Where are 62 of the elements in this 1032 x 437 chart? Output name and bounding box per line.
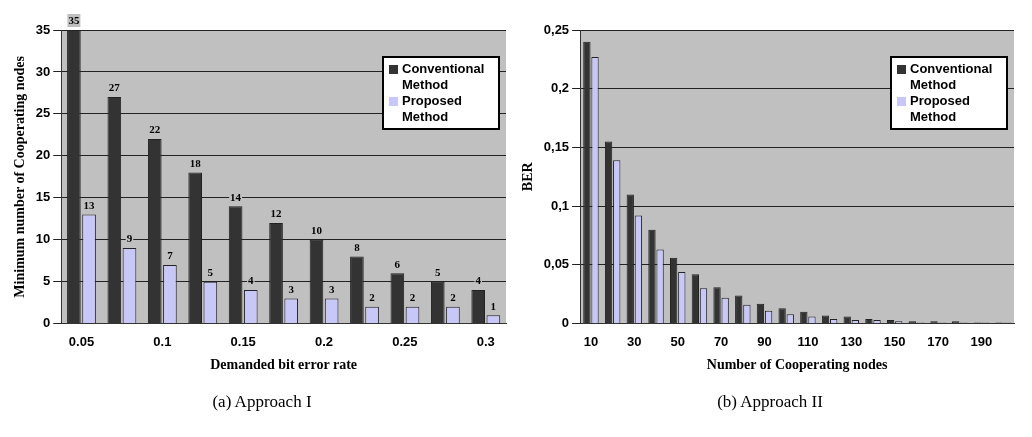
x-tick-label: 0.1: [153, 333, 172, 349]
text: (a) Approach I: [211, 392, 313, 412]
data-label: 2: [450, 291, 457, 304]
legend-label: Conventional Method: [910, 61, 994, 93]
data-label: 5: [207, 266, 214, 278]
y-tick-label: 25: [35, 105, 51, 121]
data-label: 6: [394, 257, 401, 270]
y-tick-label: 0,15: [543, 139, 570, 155]
x-axis-title: Demanded bit error rate: [210, 357, 358, 373]
x-tick-label: 0.2: [315, 333, 334, 349]
y-tick-label: 0: [43, 315, 51, 331]
x-tick-label: 70: [713, 333, 729, 349]
data-label: 18: [189, 156, 202, 169]
x-tick-label: 0.25: [392, 333, 418, 349]
y-tick-label: 20: [35, 147, 51, 163]
x-tick-label: 0.3: [476, 333, 495, 349]
x-tick-label: 190: [970, 333, 993, 349]
y-tick-label: 0,1: [551, 197, 570, 213]
data-label: 9: [126, 232, 133, 245]
data-label: 10: [310, 224, 323, 237]
data-label: 12: [270, 207, 283, 220]
data-label: 35: [68, 14, 80, 27]
x-tick-label: 0.05: [68, 333, 95, 349]
x-tick-label: 130: [840, 333, 863, 349]
x-tick-label: 50: [670, 333, 685, 349]
legend-label: Proposed Method: [910, 93, 971, 125]
data-label: 2: [409, 291, 416, 304]
data-label: 3: [288, 282, 295, 295]
data-label: 2: [369, 291, 376, 304]
y-tick-label: 0,25: [543, 21, 570, 37]
y-tick-label: 0,2: [551, 80, 570, 96]
text: (b) Approach II: [716, 392, 824, 412]
y-axis-title: Minimum number of Cooperating nodes: [12, 55, 28, 298]
data-label: 22: [149, 123, 161, 136]
y-axis-title: BER: [520, 161, 536, 192]
y-tick-label: 35: [35, 21, 51, 37]
x-tick-label: 110: [797, 333, 819, 349]
data-label: 1: [490, 299, 497, 312]
y-tick-label: 30: [35, 63, 51, 79]
y-tick-label: 0,05: [543, 256, 570, 272]
x-axis-title: Number of Cooperating nodes: [706, 357, 888, 373]
x-tick-label: 90: [757, 333, 772, 349]
y-tick-label: 10: [35, 231, 51, 247]
data-label: 27: [108, 81, 121, 94]
data-label: 8: [354, 240, 361, 253]
data-label: 7: [167, 249, 174, 262]
y-tick-label: 15: [35, 189, 51, 205]
x-tick-label: 30: [627, 333, 642, 349]
x-tick-label: 0.15: [230, 333, 256, 349]
y-tick-label: 0: [561, 315, 570, 331]
data-label: 3: [328, 282, 335, 295]
data-label: 5: [435, 266, 442, 278]
legend-label: Conventional Method: [402, 61, 486, 93]
data-label: 13: [83, 198, 96, 211]
data-label: 14: [230, 190, 242, 203]
data-label: 4: [475, 274, 482, 287]
y-tick-label: 5: [43, 273, 51, 289]
x-tick-label: 150: [883, 333, 906, 349]
legend-label: Proposed Method: [402, 93, 463, 125]
x-tick-label: 10: [583, 333, 599, 349]
data-label: 4: [248, 274, 255, 287]
x-tick-label: 170: [927, 333, 949, 349]
